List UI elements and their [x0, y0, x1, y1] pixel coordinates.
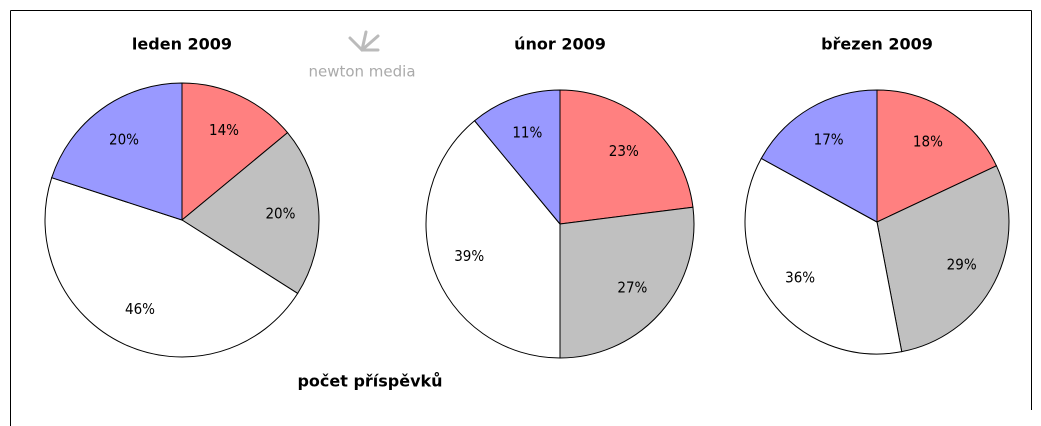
pie-slice	[876, 89, 998, 223]
data-label: 23%	[609, 142, 639, 160]
chart-title: leden 2009	[132, 35, 232, 54]
pie-slice	[181, 82, 289, 222]
data-label: 20%	[109, 131, 139, 149]
chart-title: únor 2009	[514, 35, 606, 54]
data-label: 39%	[454, 247, 484, 265]
pie-slice	[744, 157, 903, 355]
caption: počet příspěvků	[297, 372, 442, 391]
pie-slice	[51, 82, 183, 221]
data-label: 27%	[617, 278, 647, 296]
data-label: 20%	[265, 204, 295, 222]
pie-slice	[425, 120, 561, 359]
data-label: 11%	[512, 124, 542, 142]
pie-slice	[760, 89, 878, 223]
data-label: 18%	[913, 132, 943, 150]
data-label: 17%	[814, 131, 844, 149]
data-label: 46%	[125, 300, 155, 318]
data-label: 14%	[209, 121, 239, 139]
chart-title: březen 2009	[821, 35, 933, 54]
pie-slice	[559, 206, 695, 359]
logo-icon	[348, 30, 380, 52]
logo-text: newton media	[308, 63, 415, 81]
pie-slice	[181, 131, 320, 295]
data-label: 36%	[785, 268, 815, 286]
pie-slice	[559, 89, 694, 225]
pie-slice	[876, 165, 1010, 353]
data-label: 29%	[947, 256, 977, 274]
pie-slice	[473, 89, 561, 226]
pie-slice	[44, 177, 299, 358]
